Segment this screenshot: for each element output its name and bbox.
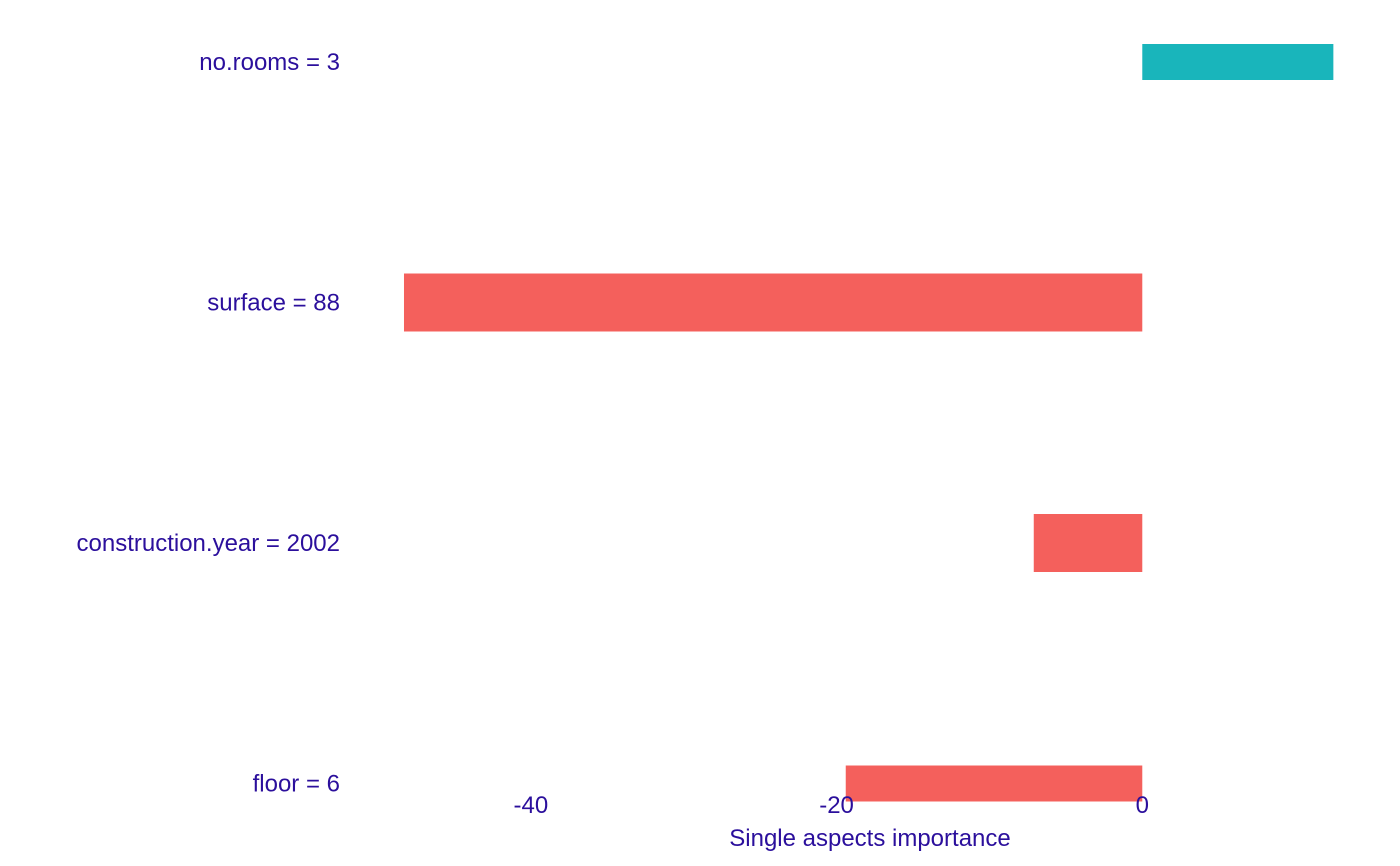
bars-group [403,44,1334,802]
x-tick-label-2: 0 [1136,792,1149,819]
x-tick-label-0: -40 [514,792,549,819]
x-axis-title: Single aspects importance [729,825,1010,852]
category-label-0: no.rooms = 3 [199,49,340,76]
bar-1 [403,273,1143,332]
category-label-2: construction.year = 2002 [77,530,341,557]
bar-0 [1142,44,1334,80]
bar-3 [845,765,1143,802]
x-axis-ticks: -40 -20 0 [514,792,1149,819]
category-label-3: floor = 6 [253,771,340,798]
category-labels: no.rooms = 3 surface = 88 construction.yea… [77,49,341,798]
x-tick-label-1: -20 [819,792,854,819]
category-label-1: surface = 88 [207,290,340,317]
bar-2 [1033,514,1143,572]
